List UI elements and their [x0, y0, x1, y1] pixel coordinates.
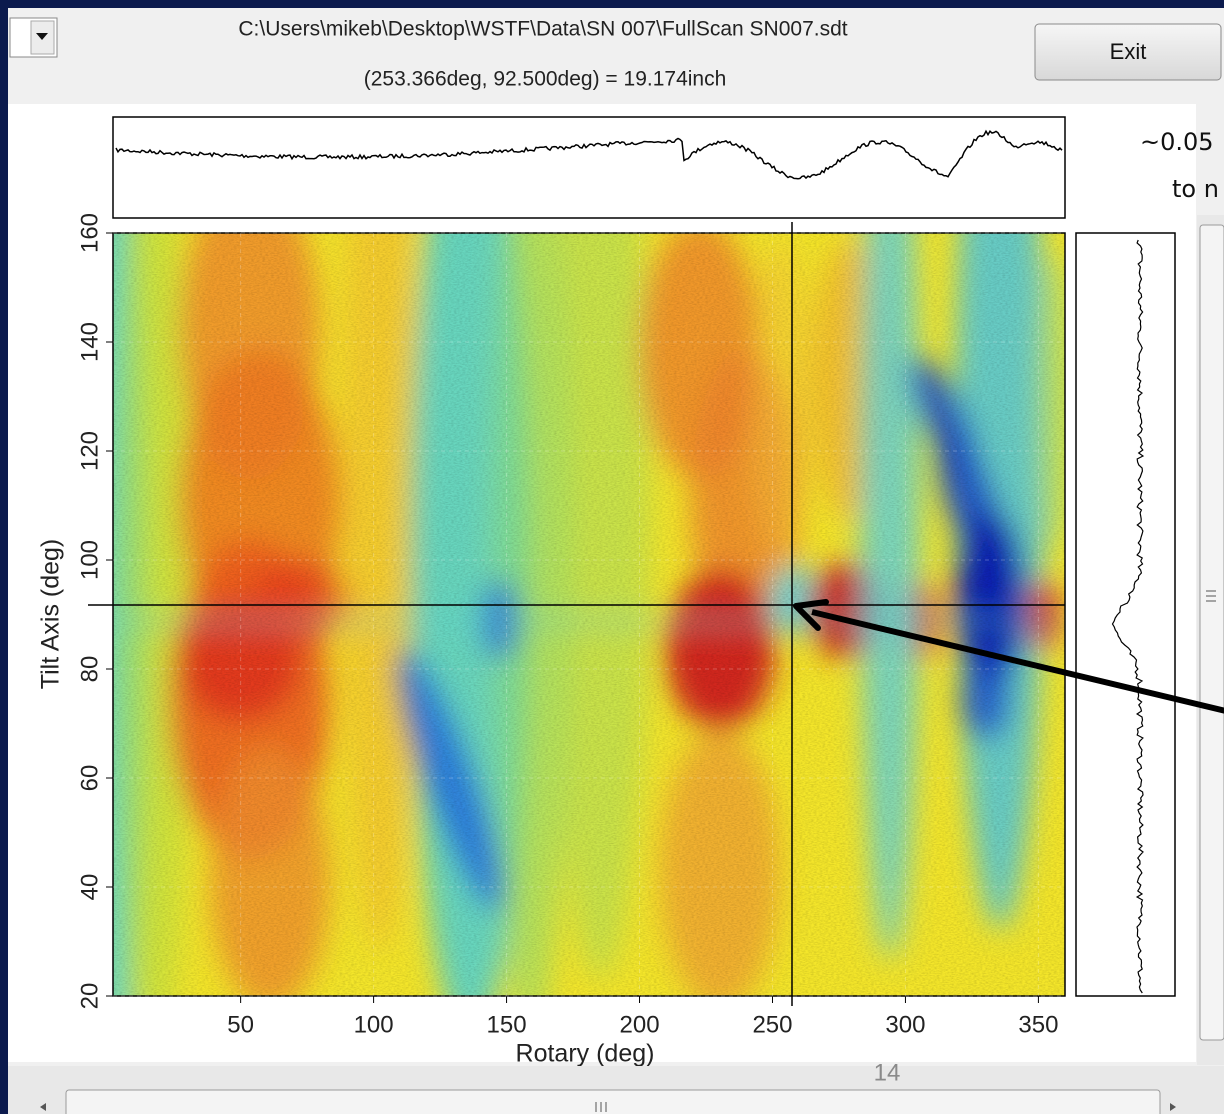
annotation-line: to n — [1172, 175, 1219, 203]
top-profile-line — [115, 129, 1063, 180]
x-tick-label: 200 — [620, 1011, 660, 1038]
exit-button[interactable] — [1034, 23, 1222, 81]
readout: (253.366deg, 92.500deg) = 19.174inch — [364, 68, 727, 91]
side-profile-line — [1111, 239, 1145, 994]
scroll-thumb[interactable] — [1199, 224, 1224, 1041]
file-path: C:\Users\mikeb\Desktop\WSTF\Data\SN 007\… — [238, 18, 847, 41]
dropdown-arrow — [36, 33, 48, 40]
y-tick-label: 60 — [76, 765, 103, 792]
scroll-left[interactable] — [40, 1103, 46, 1111]
x-tick-label: 150 — [487, 1011, 527, 1038]
side-profile-frame — [1075, 232, 1176, 997]
y-tick-label: 20 — [76, 983, 103, 1010]
annotation-line: ~0.05 — [1140, 128, 1214, 156]
scroll-grip — [1206, 590, 1216, 602]
page-number: 14 — [874, 1059, 901, 1086]
y-tick-label: 140 — [76, 322, 103, 362]
plot-frame — [112, 232, 1066, 997]
x-tick-label: 300 — [885, 1011, 925, 1038]
x-tick-label: 350 — [1018, 1011, 1058, 1038]
y-tick-label: 160 — [76, 213, 103, 253]
y-tick-label: 40 — [76, 874, 103, 901]
y-tick-label: 120 — [76, 431, 103, 471]
x-axis-label: Rotary (deg) — [516, 1040, 655, 1068]
y-tick-label: 100 — [76, 540, 103, 580]
exit-label[interactable]: Exit — [1110, 39, 1147, 64]
x-tick-label: 50 — [227, 1011, 254, 1038]
scroll-grip — [595, 1102, 607, 1112]
y-tick-label: 80 — [76, 656, 103, 683]
x-tick-label: 100 — [354, 1011, 394, 1038]
scroll-thumb[interactable] — [65, 1089, 1161, 1114]
annotation-arrow — [811, 609, 1224, 714]
heatmap — [113, 233, 1065, 996]
scroll-right[interactable] — [1170, 1103, 1176, 1111]
y-axis-label: Tilt Axis (deg) — [37, 539, 65, 690]
arrow-head — [793, 599, 829, 631]
top-profile-frame — [112, 116, 1066, 219]
x-tick-label: 250 — [752, 1011, 792, 1038]
